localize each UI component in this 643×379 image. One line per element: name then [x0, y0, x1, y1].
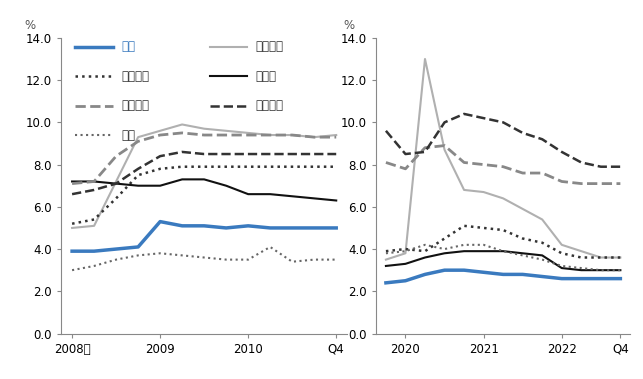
Text: %: %	[343, 19, 354, 32]
Text: アメリカ: アメリカ	[256, 40, 284, 53]
Text: 韓国: 韓国	[121, 129, 135, 142]
Text: 日本: 日本	[121, 40, 135, 53]
Text: フランス: フランス	[121, 99, 149, 113]
Text: イタリア: イタリア	[256, 99, 284, 113]
Text: %: %	[24, 19, 35, 32]
Text: イギリス: イギリス	[121, 70, 149, 83]
Text: ドイツ: ドイツ	[256, 70, 276, 83]
